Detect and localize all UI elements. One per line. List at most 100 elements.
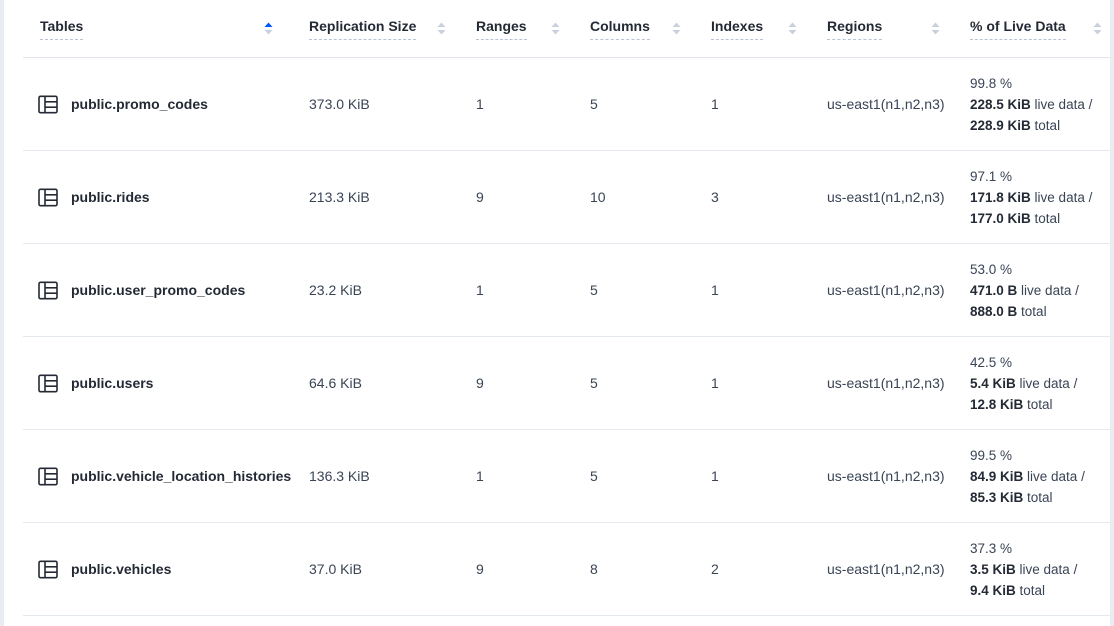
column-header-label: Ranges [476,18,527,40]
replication-size-cell: 373.0 KiB [309,96,370,112]
indexes-cell: 1 [711,468,719,484]
tables-card: Tables Replication Size Ranges Columns [4,0,1110,626]
table-row[interactable]: public.user_promo_codes 23.2 KiB 1 5 1 u… [23,244,1110,337]
table-icon [38,94,58,114]
table-icon [38,466,58,486]
column-header-replication-size[interactable]: Replication Size [309,0,476,57]
live-data-cell: 99.5 % 84.9 KiB live data / 85.3 KiB tot… [970,445,1110,508]
table-name-link[interactable]: public.promo_codes [71,96,208,112]
live-data-size-line: 228.5 KiB live data / [970,96,1093,112]
columns-cell: 8 [590,561,598,577]
columns-cell: 5 [590,468,598,484]
live-data-percent: 53.0 % [970,261,1013,277]
regions-cell: us-east1(n1,n2,n3) [827,375,945,391]
columns-cell: 10 [590,189,606,205]
table-name-link[interactable]: public.users [71,375,154,391]
live-data-size-line: 3.5 KiB live data / [970,561,1078,577]
columns-cell: 5 [590,282,598,298]
table-row[interactable]: public.promo_codes 373.0 KiB 1 5 1 us-ea… [23,58,1110,151]
indexes-cell: 3 [711,189,719,205]
sort-icon[interactable] [921,22,940,35]
regions-cell: us-east1(n1,n2,n3) [827,282,945,298]
table-name-link[interactable]: public.user_promo_codes [71,282,246,298]
replication-size-cell: 37.0 KiB [309,561,362,577]
replication-size-cell: 64.6 KiB [309,375,362,391]
ranges-cell: 9 [476,375,484,391]
table-header-row: Tables Replication Size Ranges Columns [23,0,1110,58]
sort-icon[interactable] [662,22,681,35]
table-name-link[interactable]: public.vehicles [71,561,172,577]
sort-icon[interactable] [778,22,797,35]
live-data-cell: 99.8 % 228.5 KiB live data / 228.9 KiB t… [970,73,1110,136]
replication-size-cell: 213.3 KiB [309,189,370,205]
live-data-percent: 37.3 % [970,540,1013,556]
table-name-cell: public.vehicles [23,559,309,579]
column-header-label: Indexes [711,18,764,40]
table-name-link[interactable]: public.vehicle_location_histories [71,468,292,484]
live-data-size-line: 471.0 B live data / [970,282,1079,298]
total-size-line: 85.3 KiB total [970,489,1053,505]
table-name-cell: public.users [23,373,309,393]
column-header-regions[interactable]: Regions [827,0,970,57]
column-header-label: Columns [590,18,650,40]
indexes-cell: 1 [711,96,719,112]
live-data-cell: 37.3 % 3.5 KiB live data / 9.4 KiB total [970,538,1110,601]
table-row[interactable]: public.rides 213.3 KiB 9 10 3 us-east1(n… [23,151,1110,244]
live-data-percent: 99.5 % [970,447,1013,463]
ranges-cell: 1 [476,96,484,112]
table-body: public.promo_codes 373.0 KiB 1 5 1 us-ea… [23,58,1110,616]
total-size-line: 228.9 KiB total [970,117,1061,133]
table-row[interactable]: public.users 64.6 KiB 9 5 1 us-east1(n1,… [23,337,1110,430]
total-size-line: 177.0 KiB total [970,210,1061,226]
sort-icon[interactable] [254,22,273,35]
table-name-cell: public.rides [23,187,309,207]
table-name-cell: public.promo_codes [23,94,309,114]
live-data-size-line: 5.4 KiB live data / [970,375,1078,391]
column-header-of-live-data[interactable]: % of Live Data [970,0,1110,57]
live-data-percent: 97.1 % [970,168,1013,184]
column-header-columns[interactable]: Columns [590,0,711,57]
table-row[interactable]: public.vehicles 37.0 KiB 9 8 2 us-east1(… [23,523,1110,616]
indexes-cell: 2 [711,561,719,577]
total-size-line: 12.8 KiB total [970,396,1053,412]
replication-size-cell: 136.3 KiB [309,468,370,484]
live-data-cell: 42.5 % 5.4 KiB live data / 12.8 KiB tota… [970,352,1110,415]
column-header-ranges[interactable]: Ranges [476,0,590,57]
total-size-line: 9.4 KiB total [970,582,1046,598]
regions-cell: us-east1(n1,n2,n3) [827,96,945,112]
table-icon [38,373,58,393]
live-data-percent: 99.8 % [970,75,1013,91]
replication-size-cell: 23.2 KiB [309,282,362,298]
column-header-label: Replication Size [309,18,417,40]
table-icon [38,559,58,579]
indexes-cell: 1 [711,282,719,298]
sort-icon[interactable] [427,22,446,35]
ranges-cell: 1 [476,282,484,298]
ranges-cell: 1 [476,468,484,484]
table-name-cell: public.vehicle_location_histories [23,466,309,486]
sort-icon[interactable] [1083,22,1102,35]
regions-cell: us-east1(n1,n2,n3) [827,189,945,205]
column-header-indexes[interactable]: Indexes [711,0,827,57]
ranges-cell: 9 [476,189,484,205]
sort-icon[interactable] [541,22,560,35]
column-header-label: Tables [40,18,84,40]
indexes-cell: 1 [711,375,719,391]
live-data-cell: 97.1 % 171.8 KiB live data / 177.0 KiB t… [970,166,1110,229]
total-size-line: 888.0 B total [970,303,1047,319]
table-row[interactable]: public.vehicle_location_histories 136.3 … [23,430,1110,523]
table-name-link[interactable]: public.rides [71,189,150,205]
live-data-size-line: 171.8 KiB live data / [970,189,1093,205]
table-name-cell: public.user_promo_codes [23,280,309,300]
column-header-label: Regions [827,18,883,40]
column-header-tables[interactable]: Tables [23,0,309,57]
columns-cell: 5 [590,96,598,112]
regions-cell: us-east1(n1,n2,n3) [827,468,945,484]
table-icon [38,187,58,207]
columns-cell: 5 [590,375,598,391]
table-icon [38,280,58,300]
column-header-label: % of Live Data [970,18,1066,40]
ranges-cell: 9 [476,561,484,577]
live-data-cell: 53.0 % 471.0 B live data / 888.0 B total [970,259,1110,322]
